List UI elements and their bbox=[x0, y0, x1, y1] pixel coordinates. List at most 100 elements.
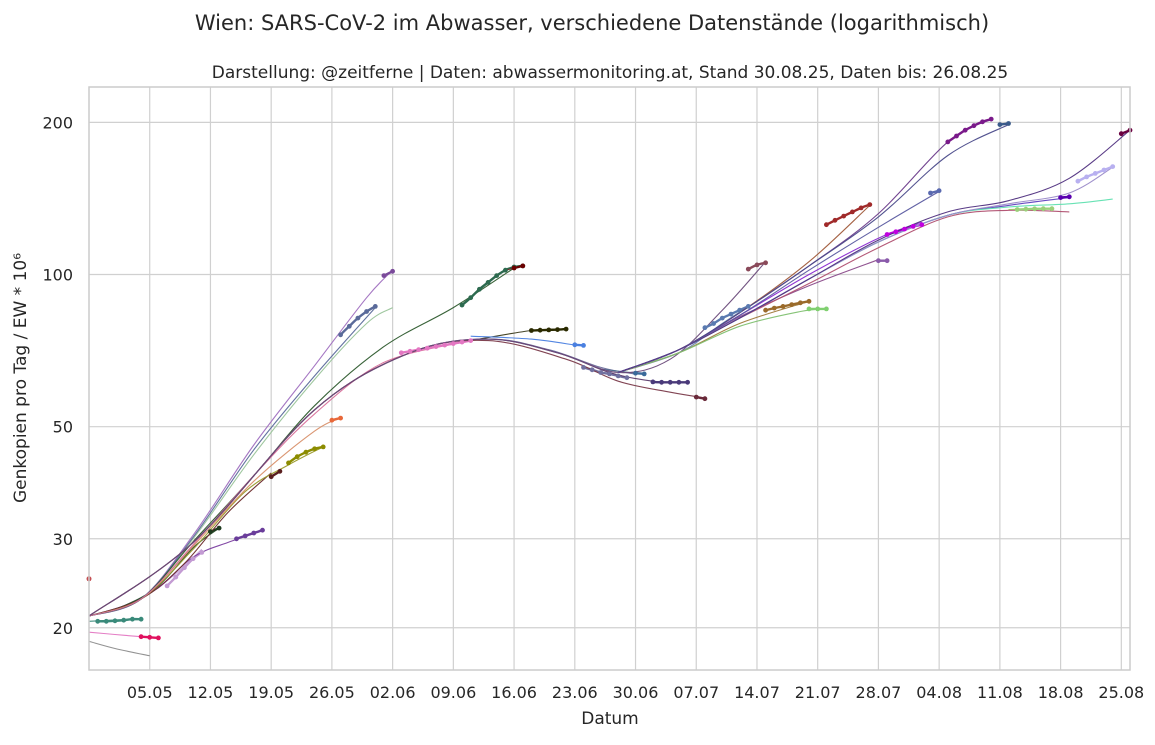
data-point bbox=[460, 340, 465, 345]
data-point bbox=[781, 304, 786, 309]
data-point bbox=[104, 619, 109, 624]
y-tick-label: 50 bbox=[53, 418, 73, 437]
data-point bbox=[269, 474, 274, 479]
data-point bbox=[1041, 206, 1046, 211]
data-point bbox=[173, 575, 178, 580]
data-point bbox=[130, 617, 135, 622]
data-point bbox=[234, 536, 239, 541]
data-point bbox=[260, 528, 265, 533]
data-point bbox=[885, 258, 890, 263]
data-point bbox=[512, 266, 517, 271]
data-point bbox=[945, 140, 950, 145]
data-point bbox=[468, 295, 473, 300]
data-point bbox=[980, 119, 985, 124]
data-point bbox=[581, 365, 586, 370]
data-point bbox=[677, 380, 682, 385]
data-point bbox=[486, 280, 491, 285]
data-point bbox=[243, 534, 248, 539]
data-point bbox=[1110, 164, 1115, 169]
data-point bbox=[1024, 207, 1029, 212]
data-point bbox=[694, 395, 699, 400]
x-axis-label: Datum bbox=[581, 709, 639, 729]
series-trend-line bbox=[618, 130, 1130, 372]
data-point bbox=[885, 232, 890, 237]
data-point bbox=[347, 324, 352, 329]
y-tick-label: 200 bbox=[42, 113, 73, 132]
x-tick-label: 19.05 bbox=[248, 683, 294, 702]
data-point bbox=[330, 418, 335, 423]
data-point bbox=[937, 188, 942, 193]
data-point bbox=[382, 273, 387, 278]
data-point bbox=[581, 343, 586, 348]
chart-subtitle: Darstellung: @zeitferne | Daten: abwasse… bbox=[212, 63, 1008, 83]
series-measured-line bbox=[237, 530, 263, 539]
data-point bbox=[156, 636, 161, 641]
series-trend-line bbox=[89, 341, 471, 616]
x-tick-label: 21.07 bbox=[795, 683, 841, 702]
series-trend-line bbox=[89, 339, 636, 616]
data-point bbox=[304, 450, 309, 455]
data-point bbox=[772, 306, 777, 311]
data-point bbox=[373, 304, 378, 309]
data-point bbox=[564, 327, 569, 332]
series-trend-line bbox=[89, 473, 271, 616]
data-point bbox=[1067, 194, 1072, 199]
series-trend-line bbox=[89, 418, 341, 616]
data-point bbox=[598, 370, 603, 375]
series-lines-layer bbox=[89, 119, 1130, 656]
data-point bbox=[494, 273, 499, 278]
x-tick-label: 23.06 bbox=[552, 683, 598, 702]
x-tick-label: 28.07 bbox=[856, 683, 902, 702]
data-point bbox=[182, 565, 187, 570]
data-point bbox=[1093, 171, 1098, 176]
x-tick-label: 11.08 bbox=[977, 683, 1023, 702]
data-point bbox=[356, 316, 361, 321]
data-point bbox=[208, 529, 213, 534]
data-point bbox=[711, 321, 716, 326]
data-point bbox=[217, 526, 222, 531]
x-tick-label: 05.05 bbox=[127, 683, 173, 702]
data-point bbox=[165, 584, 170, 589]
x-tick-label: 04.08 bbox=[916, 683, 962, 702]
series-trend-line bbox=[618, 260, 878, 373]
data-point bbox=[859, 206, 864, 211]
series-trend-line bbox=[89, 641, 150, 655]
data-point bbox=[841, 214, 846, 219]
data-point bbox=[399, 350, 404, 355]
series-trend-line bbox=[89, 308, 393, 616]
data-point bbox=[668, 380, 673, 385]
data-point bbox=[416, 347, 421, 352]
data-point bbox=[425, 346, 430, 351]
data-point bbox=[789, 302, 794, 307]
data-point bbox=[876, 258, 881, 263]
data-point bbox=[442, 343, 447, 348]
data-point bbox=[763, 308, 768, 313]
data-point bbox=[546, 328, 551, 333]
data-point bbox=[755, 263, 760, 268]
x-tick-label: 09.06 bbox=[430, 683, 476, 702]
data-point bbox=[295, 454, 300, 459]
series-trend-line bbox=[618, 192, 939, 373]
data-point bbox=[338, 416, 343, 421]
chart-title: Wien: SARS-CoV-2 im Abwasser, verschiede… bbox=[195, 11, 989, 35]
data-point bbox=[798, 300, 803, 305]
series-trend-line bbox=[89, 549, 202, 616]
y-tick-label: 100 bbox=[42, 266, 73, 285]
data-point bbox=[703, 325, 708, 330]
data-point bbox=[1015, 207, 1020, 212]
data-point bbox=[572, 342, 577, 347]
data-point bbox=[1102, 168, 1107, 173]
data-point bbox=[1084, 175, 1089, 180]
series-trend-line bbox=[618, 125, 1008, 373]
data-point bbox=[1058, 195, 1063, 200]
data-point bbox=[364, 309, 369, 314]
data-point bbox=[625, 375, 630, 380]
data-point bbox=[850, 210, 855, 215]
data-point bbox=[1032, 206, 1037, 211]
data-point bbox=[815, 307, 820, 312]
x-tick-label: 26.05 bbox=[309, 683, 355, 702]
data-point bbox=[824, 307, 829, 312]
series-trend-line bbox=[89, 340, 705, 616]
x-tick-label: 18.08 bbox=[1038, 683, 1084, 702]
